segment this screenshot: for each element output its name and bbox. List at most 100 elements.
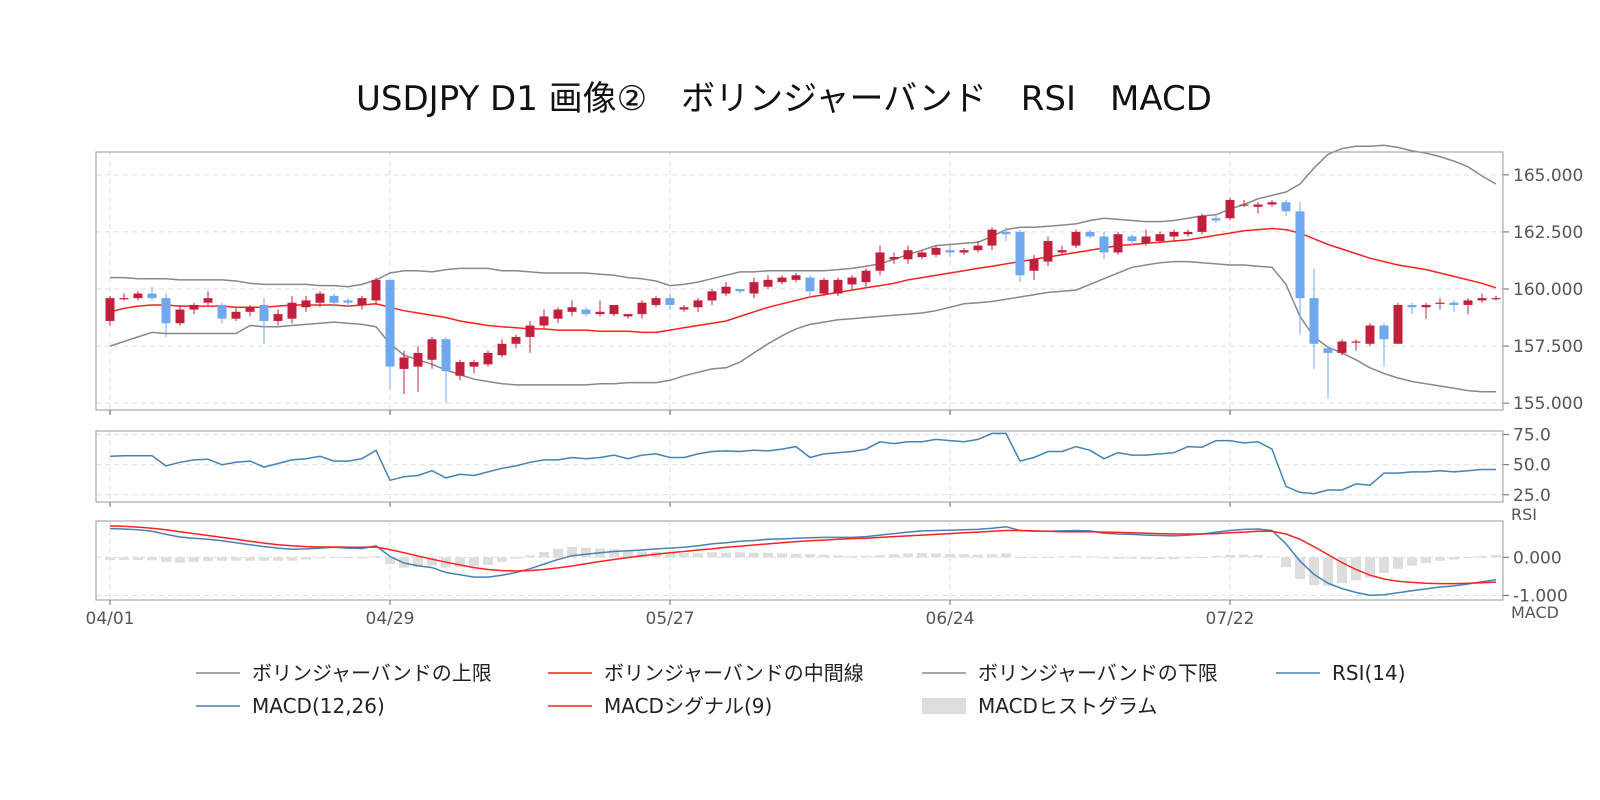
candle xyxy=(679,304,689,312)
histogram-bar xyxy=(483,557,493,565)
candle xyxy=(959,247,969,255)
candle xyxy=(259,298,269,344)
histogram-bar xyxy=(623,550,633,558)
histogram-bar xyxy=(1183,557,1193,559)
candle xyxy=(1029,254,1039,280)
candle-body xyxy=(1407,304,1417,308)
histogram-bar xyxy=(1463,557,1473,559)
histogram-bar xyxy=(553,548,563,558)
y-tick-label: 165.000 xyxy=(1513,166,1583,186)
candle xyxy=(1267,199,1277,207)
candle xyxy=(665,293,675,310)
candle-body xyxy=(1127,236,1137,242)
legend-swatch xyxy=(922,698,966,714)
candle-body xyxy=(469,362,479,367)
candle-body xyxy=(707,291,717,301)
candle-body xyxy=(1155,234,1165,242)
candle xyxy=(1379,323,1389,367)
candle xyxy=(1113,231,1123,255)
histogram-bar xyxy=(469,557,479,567)
histogram-bar xyxy=(679,553,689,558)
candle xyxy=(609,304,619,317)
candle-body xyxy=(1085,231,1095,237)
candle xyxy=(1001,227,1011,242)
candle-body xyxy=(567,307,577,312)
histogram-bar xyxy=(259,557,269,561)
middle-band-line xyxy=(109,227,1497,334)
candle xyxy=(357,295,367,310)
candle xyxy=(1477,293,1487,303)
candle-body xyxy=(1281,202,1291,212)
candle xyxy=(175,304,185,326)
candle xyxy=(273,309,283,326)
histogram-bar xyxy=(1435,557,1445,561)
candle-body xyxy=(595,311,605,315)
histogram-bar xyxy=(525,555,535,558)
rsi-panel: 25.0 50.0 75.0 RSI xyxy=(95,426,1551,524)
legend-item: RSI(14) xyxy=(1276,661,1406,685)
candle xyxy=(147,286,157,301)
histogram-bar xyxy=(231,557,241,561)
histogram-bar xyxy=(805,554,815,558)
candle xyxy=(1393,302,1403,344)
histogram-bar xyxy=(777,553,787,558)
candle-body xyxy=(875,252,885,271)
candle-body xyxy=(245,307,255,312)
candle xyxy=(1183,229,1193,237)
candle xyxy=(693,298,703,312)
histogram-bar xyxy=(847,556,857,558)
histogram-bar xyxy=(119,557,129,560)
histogram-bar xyxy=(1211,555,1221,558)
histogram-bar xyxy=(511,557,521,559)
histogram-bar xyxy=(1281,557,1291,568)
candle-body xyxy=(1015,231,1025,276)
macd-panel-label: MACD xyxy=(1511,603,1559,622)
candle-body xyxy=(693,300,703,308)
candle-body xyxy=(1491,298,1501,300)
candle-body xyxy=(147,293,157,299)
candle xyxy=(371,277,381,305)
y-tick-label: 157.500 xyxy=(1513,337,1583,357)
histogram-bar xyxy=(1029,557,1039,559)
candle xyxy=(511,334,521,349)
legend-label: MACDヒストグラム xyxy=(978,694,1157,718)
histogram-bar xyxy=(1379,557,1389,573)
candle-body xyxy=(399,357,409,369)
histogram-bar xyxy=(1225,554,1235,558)
candle-body xyxy=(385,279,395,367)
histogram-bar xyxy=(539,551,549,558)
histogram-bar xyxy=(735,552,745,558)
histogram-bar xyxy=(175,557,185,563)
candle-body xyxy=(833,279,843,294)
histogram-bar xyxy=(581,547,591,558)
histogram-bar xyxy=(791,553,801,558)
candle-body xyxy=(1141,236,1151,244)
legend-label: RSI(14) xyxy=(1332,661,1406,685)
candle xyxy=(1169,229,1179,242)
candle xyxy=(539,309,549,328)
x-tick-label: 04/29 xyxy=(366,609,415,629)
histogram-bar xyxy=(749,552,759,558)
candle-body xyxy=(651,298,661,305)
candle-body xyxy=(441,339,451,372)
candle-body xyxy=(721,286,731,294)
histogram-bar xyxy=(1491,554,1501,558)
candle-body xyxy=(805,277,815,292)
histogram-bar xyxy=(819,554,829,558)
candle-body xyxy=(1323,348,1333,353)
candle xyxy=(1155,231,1165,244)
histogram-bar xyxy=(763,552,773,558)
candle-body xyxy=(1351,341,1361,343)
y-tick-label: 0.000 xyxy=(1513,548,1562,568)
histogram-bar xyxy=(343,557,353,559)
candle xyxy=(217,302,227,324)
histogram-bar xyxy=(637,551,647,558)
x-tick-label: 05/27 xyxy=(646,609,695,629)
candle xyxy=(1351,339,1361,351)
price-panel: 155.000 157.500 160.000 162.500 165.000 xyxy=(95,144,1583,415)
histogram-bar xyxy=(161,557,171,562)
candle-body xyxy=(1421,304,1431,308)
x-tick-label: 04/01 xyxy=(86,609,135,629)
candle-body xyxy=(735,288,745,292)
